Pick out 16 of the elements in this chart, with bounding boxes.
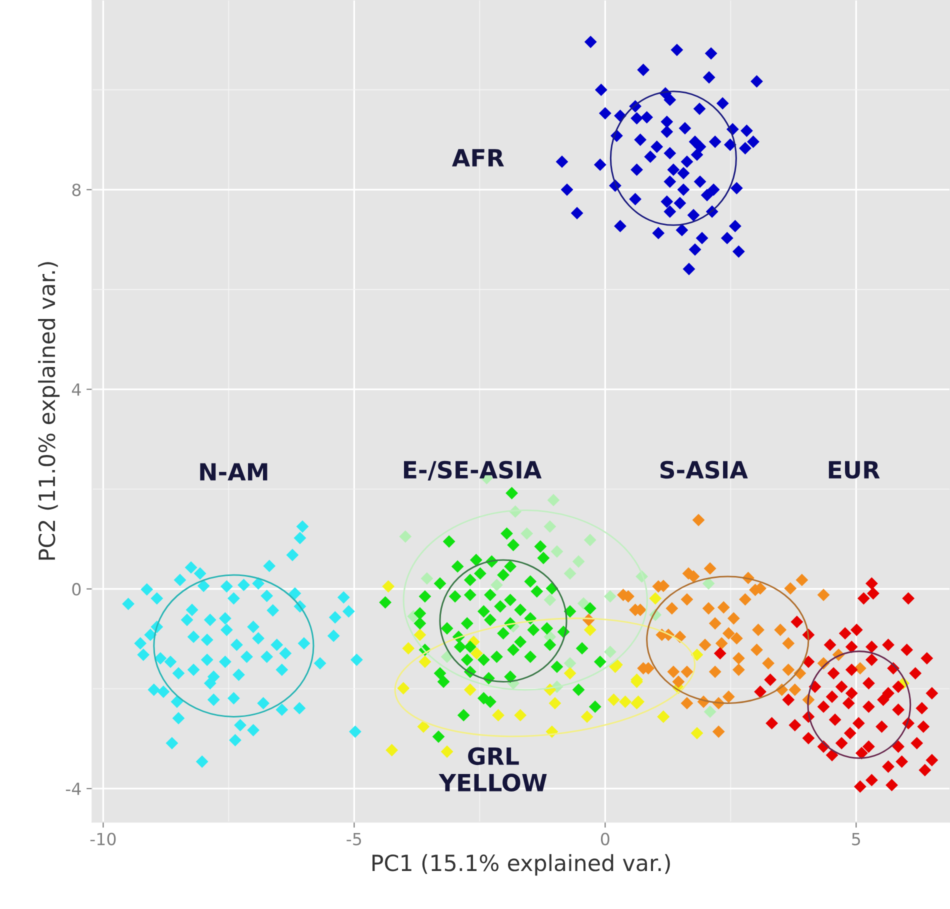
y-axis-title: PC2 (11.0% explained var.) — [38, 262, 60, 560]
annotation: AFR — [452, 149, 504, 166]
annotation: N-AM — [200, 463, 268, 480]
y-tick-label: 8 — [72, 184, 81, 196]
x-tick-label: 0 — [600, 832, 610, 846]
annotation: EUR — [828, 461, 880, 479]
y-tick-label: -4 — [66, 782, 81, 795]
annotation: E-/SE-ASIA — [404, 460, 542, 481]
x-axis-title: PC1 (15.1% explained var.) — [372, 854, 670, 876]
annotation: S-ASIA — [660, 460, 748, 479]
x-tick-label: -10 — [90, 832, 116, 846]
annotation: GRL YELLOW — [438, 747, 547, 792]
y-tick-label: 0 — [72, 582, 81, 596]
y-tick-label: 4 — [72, 383, 81, 396]
x-tick-label: 5 — [852, 832, 860, 846]
x-tick-label: -5 — [346, 832, 362, 846]
